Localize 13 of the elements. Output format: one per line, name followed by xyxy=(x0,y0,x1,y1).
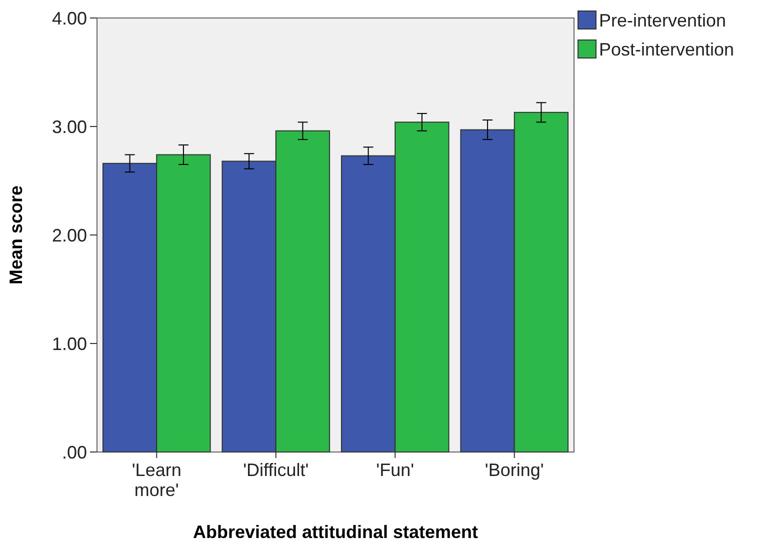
y-tick-label: 3.00 xyxy=(52,116,87,137)
y-tick-label: 4.00 xyxy=(52,8,87,28)
y-tick-label: .00 xyxy=(62,442,87,462)
x-axis-title: Abbreviated attitudinal statement xyxy=(192,522,478,542)
x-tick-label: 'Difficult' xyxy=(243,460,309,480)
x-tick-label: 'Fun' xyxy=(376,460,414,480)
x-tick-label: 'Learn more' xyxy=(132,460,182,500)
x-tick-label: 'Boring' xyxy=(484,460,544,480)
legend-label: Post-intervention xyxy=(599,39,734,60)
y-tick-label: 2.00 xyxy=(52,225,87,246)
legend-label: Pre-intervention xyxy=(599,10,726,30)
y-tick-label: 1.00 xyxy=(52,334,87,354)
y-axis-title: Mean score xyxy=(6,185,26,285)
